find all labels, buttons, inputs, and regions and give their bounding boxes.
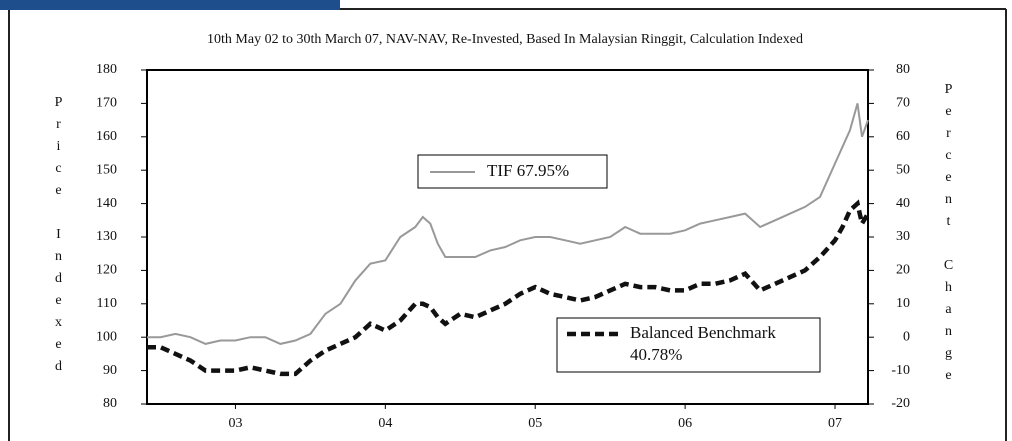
y-tick-label: 140 bbox=[96, 196, 117, 211]
y2-tick-label: 80 bbox=[896, 62, 910, 77]
x-tick-label: 06 bbox=[678, 416, 692, 431]
y-tick-label: 160 bbox=[96, 129, 117, 144]
x-tick-label: 07 bbox=[828, 416, 842, 431]
y2-tick-label: 0 bbox=[903, 329, 910, 344]
y-tick-label: 80 bbox=[103, 396, 117, 411]
series-line bbox=[147, 103, 869, 345]
y2-tick-label: 10 bbox=[896, 296, 910, 311]
x-tick-label: 05 bbox=[528, 416, 542, 431]
y2-tick-label: 70 bbox=[896, 96, 910, 111]
y2-tick-label: 60 bbox=[896, 129, 910, 144]
y-tick-label: 150 bbox=[96, 162, 117, 177]
x-tick-label: 03 bbox=[228, 416, 242, 431]
banner bbox=[0, 0, 340, 10]
y2-tick-label: 50 bbox=[896, 162, 910, 177]
y-axis-label: Price Indexed bbox=[51, 95, 66, 381]
y-tick-label: 180 bbox=[96, 62, 117, 77]
y-tick-label: 170 bbox=[96, 96, 117, 111]
y2-tick-label: 30 bbox=[896, 229, 910, 244]
chart-title: 10th May 02 to 30th March 07, NAV-NAV, R… bbox=[207, 32, 803, 47]
y2-tick-label: 20 bbox=[896, 263, 910, 278]
series-line bbox=[147, 199, 870, 377]
y2-tick-label: -10 bbox=[891, 363, 910, 378]
legend-label: Balanced Benchmark 40.78% bbox=[630, 322, 815, 366]
y-tick-label: 110 bbox=[97, 296, 117, 311]
y-tick-label: 100 bbox=[96, 329, 117, 344]
y2-tick-label: -20 bbox=[891, 396, 910, 411]
y-tick-label: 120 bbox=[96, 263, 117, 278]
x-tick-label: 04 bbox=[378, 416, 392, 431]
legend-label: TIF 67.95% bbox=[487, 161, 602, 181]
y-tick-label: 130 bbox=[96, 229, 117, 244]
y2-tick-label: 40 bbox=[896, 196, 910, 211]
y2-axis-label: Percent Change bbox=[941, 82, 956, 390]
y-tick-label: 90 bbox=[103, 363, 117, 378]
